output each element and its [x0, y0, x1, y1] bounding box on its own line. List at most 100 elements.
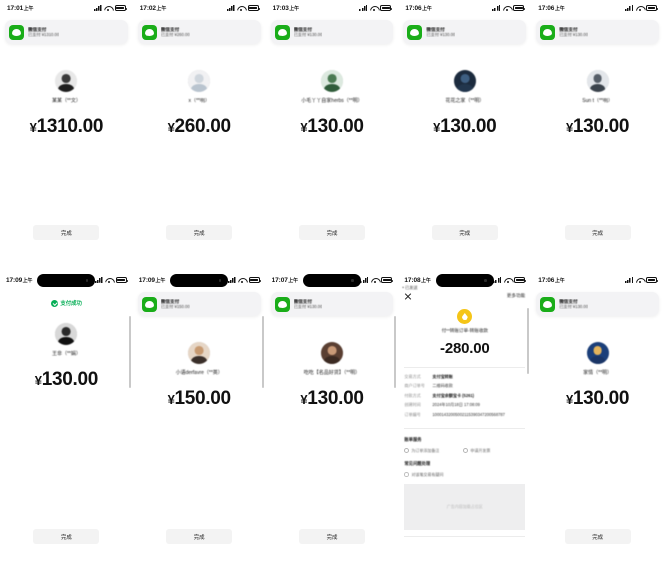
amount: ¥130.00: [565, 116, 630, 137]
detail-key: 订单编号: [404, 411, 421, 417]
status-time-value: 17:06: [538, 276, 555, 284]
amount-value: 1310.00: [36, 116, 104, 137]
notification-banner[interactable]: 微信支付 已支付 ¥130.00: [270, 292, 394, 316]
done-button-wrap: 完成: [531, 225, 664, 240]
dynamic-island: [37, 274, 96, 287]
payee-name: 家情（**明）: [583, 370, 613, 376]
notification-banner[interactable]: 微信支付 已支付 ¥130.00: [270, 20, 394, 44]
status-time: 17:09 上午: [138, 276, 166, 284]
done-button[interactable]: 完成: [564, 225, 631, 240]
wechat-pay-icon: [9, 24, 24, 40]
avatar: [55, 70, 78, 92]
status-time-value: 17:09: [138, 276, 155, 284]
done-button-wrap: 完成: [398, 225, 531, 240]
status-indicators: [625, 5, 658, 11]
notification-banner[interactable]: 微信支付 已支付 ¥130.00: [403, 20, 527, 44]
done-button[interactable]: 完成: [33, 225, 100, 240]
status-bar: 17:06 上午: [398, 0, 531, 16]
wechat-pay-icon: [540, 296, 556, 312]
notification-subtitle: 已支付 ¥260.00: [160, 32, 190, 38]
phone-panel-1: 17:01 上午 微信支付 已支付 ¥1310.00 某某（**文）: [0, 0, 133, 272]
done-button[interactable]: 完成: [166, 225, 233, 240]
scrollbar[interactable]: [394, 316, 397, 388]
scrollbar[interactable]: [261, 316, 264, 388]
wechat-pay-icon: [540, 24, 556, 40]
phone-panel-5: 17:06 上午 微信支付 已支付 ¥130.00 Sun t（**明）: [531, 0, 664, 272]
battery-icon: [646, 277, 658, 283]
phone-panel-4: 17:06 上午 微信支付 已支付 ¥130.00 花花之家（**明）: [398, 0, 532, 272]
status-time-value: 17:02: [139, 4, 156, 12]
avatar: [320, 70, 343, 92]
signal-bars-icon: [360, 277, 369, 283]
notification-subtitle: 已支付 ¥1310.00: [28, 32, 60, 38]
notification-banner[interactable]: 微信支付 已支付 ¥1310.00: [5, 20, 128, 44]
notification-banner[interactable]: 微信支付 已支付 ¥260.00: [137, 20, 261, 44]
done-button[interactable]: 完成: [431, 225, 498, 240]
wifi-icon: [503, 5, 511, 11]
notification-subtitle: 已支付 ¥130.00: [559, 304, 589, 310]
notification-text: 微信支付 已支付 ¥130.00: [426, 27, 455, 38]
payment-success-label: 支付成功: [60, 301, 82, 307]
amount-value: 130.00: [572, 116, 630, 137]
notification-title: 微信支付: [293, 26, 312, 32]
scrollbar[interactable]: [128, 316, 131, 388]
amount: ¥150.00: [167, 388, 232, 409]
notification-title: 微信支付: [28, 26, 47, 32]
notification-subtitle: 已支付 ¥130.00: [426, 32, 456, 38]
signal-bars-icon: [493, 277, 502, 283]
notification-banner[interactable]: 微信支付 已支付 ¥130.00: [536, 292, 659, 316]
ad-placeholder-label: 广告内容加载占位区: [446, 503, 483, 509]
notification-banner[interactable]: 微信支付 已支付 ¥130.00: [536, 20, 659, 44]
invoice-action[interactable]: 申请开发票: [463, 448, 490, 454]
status-time: 17:06 上午: [405, 5, 432, 12]
wifi-icon: [636, 277, 644, 283]
ad-placeholder[interactable]: 广告内容加载占位区: [404, 483, 526, 530]
detail-value: 二维码收款: [432, 383, 453, 389]
status-time-ampm: 上午: [288, 277, 299, 284]
divider: [404, 535, 526, 537]
done-button-wrap: 完成: [531, 529, 664, 544]
status-time: 17:02 上午: [139, 4, 167, 12]
status-bar: 17:06 上午: [531, 0, 664, 16]
done-button[interactable]: 完成: [564, 529, 631, 544]
status-indicators: [226, 5, 260, 11]
scrollbar[interactable]: [527, 308, 530, 374]
amount: ¥1310.00: [29, 116, 104, 137]
status-indicators: [360, 277, 394, 283]
status-bar: 17:08 上午: [398, 272, 531, 288]
wechat-pay-icon: [141, 24, 157, 40]
battery-icon: [514, 277, 527, 283]
avatar: [320, 342, 343, 364]
wechat-pay-icon: [274, 24, 290, 40]
issue-option-row[interactable]: 对该笔交易有疑问: [404, 472, 525, 478]
status-indicators: [625, 277, 658, 283]
signal-bars-icon: [492, 5, 501, 11]
add-note-action[interactable]: 为订单添加备注: [404, 448, 439, 454]
phone-panel-8: 17:07 上午 微信支付 已支付 ¥130.00 吃吃: [265, 272, 399, 576]
payee-name: x（**明）: [188, 98, 210, 104]
amount-value: 150.00: [174, 388, 232, 409]
bill-services-row: 为订单添加备注 申请开发票: [404, 448, 525, 454]
done-button[interactable]: 完成: [298, 225, 365, 240]
notification-title: 微信支付: [426, 26, 445, 32]
payee-block: 王非（**娟） ¥130.00: [0, 323, 133, 391]
detail-value: 10001432005002115390347200568787: [432, 411, 505, 417]
close-icon[interactable]: [404, 292, 412, 300]
detail-key: 交易方式: [404, 374, 421, 379]
done-button[interactable]: 完成: [166, 529, 233, 544]
status-time-value: 17:08: [404, 276, 421, 284]
done-button-wrap: 完成: [0, 225, 133, 240]
notification-banner[interactable]: 微信支付 已支付 ¥150.00: [137, 292, 261, 316]
more-actions-button[interactable]: 更多功能: [506, 293, 526, 298]
wifi-icon: [237, 5, 245, 11]
detail-key: 商户订单号: [404, 383, 425, 389]
done-button[interactable]: 完成: [33, 529, 100, 544]
done-button[interactable]: 完成: [298, 529, 365, 544]
avatar: [586, 70, 609, 92]
notification-title: 微信支付: [160, 298, 180, 304]
wechat-pay-icon: [274, 296, 290, 312]
detail-value: 支付宝转账: [432, 374, 453, 379]
detail-row: 商户订单号 二维码收款: [404, 383, 525, 389]
invoice-label: 申请开发票: [470, 447, 491, 453]
status-bar: 17:07 上午: [266, 272, 399, 288]
